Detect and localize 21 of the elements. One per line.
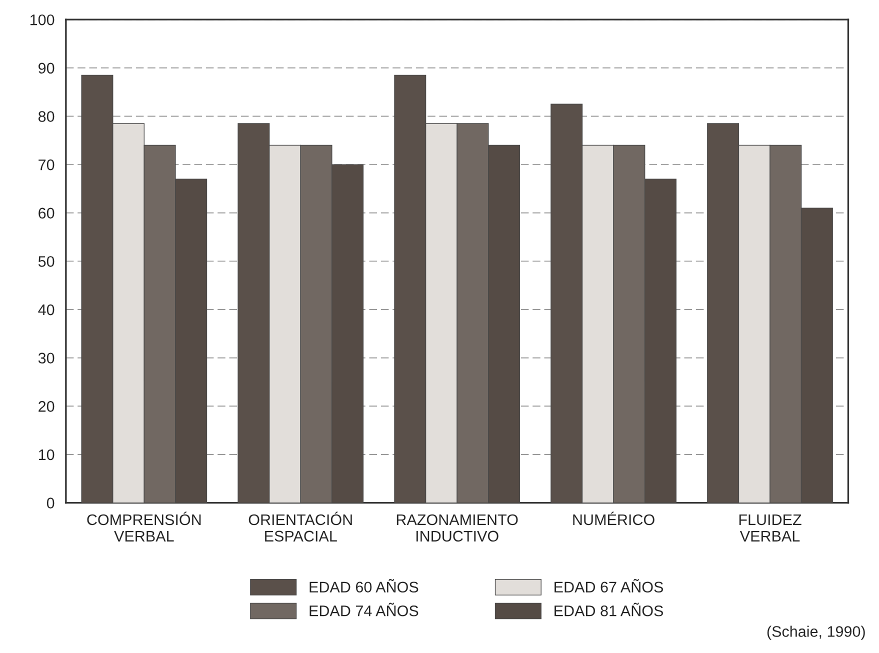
y-tick-label: 90 xyxy=(38,62,54,74)
legend-label: EDAD 67 AÑOS xyxy=(554,578,664,593)
legend-label: EDAD 74 AÑOS xyxy=(310,602,418,616)
x-tick-label: ORIENTACIÓN ESPACIAL xyxy=(248,512,352,542)
y-tick-label: 60 xyxy=(38,208,54,219)
y-tick-label: 50 xyxy=(38,256,54,267)
y-tick-label: 20 xyxy=(38,401,54,412)
y-tick-label: 70 xyxy=(38,159,54,170)
y-tick-label: 80 xyxy=(38,111,54,122)
x-tick-label: NUMÉRICO xyxy=(573,512,654,526)
x-tick-label: RAZONAMIENTO INDUCTIVO xyxy=(396,514,518,542)
y-tick-label: 40 xyxy=(38,304,54,316)
y-tick-label: 0 xyxy=(46,498,54,508)
x-tick-label: COMPRENSIÓN VERBAL xyxy=(87,512,201,542)
y-tick-label: 100 xyxy=(30,14,54,26)
x-tick-label: FLUIDEZ VERBAL xyxy=(739,514,802,542)
text: (Schaie, 1990) xyxy=(767,626,865,640)
y-tick-label: 10 xyxy=(38,449,54,460)
legend-label: EDAD 60 AÑOS xyxy=(310,578,418,593)
y-tick-label: 30 xyxy=(38,352,54,364)
legend-label: EDAD 81 AÑOS xyxy=(554,602,664,616)
